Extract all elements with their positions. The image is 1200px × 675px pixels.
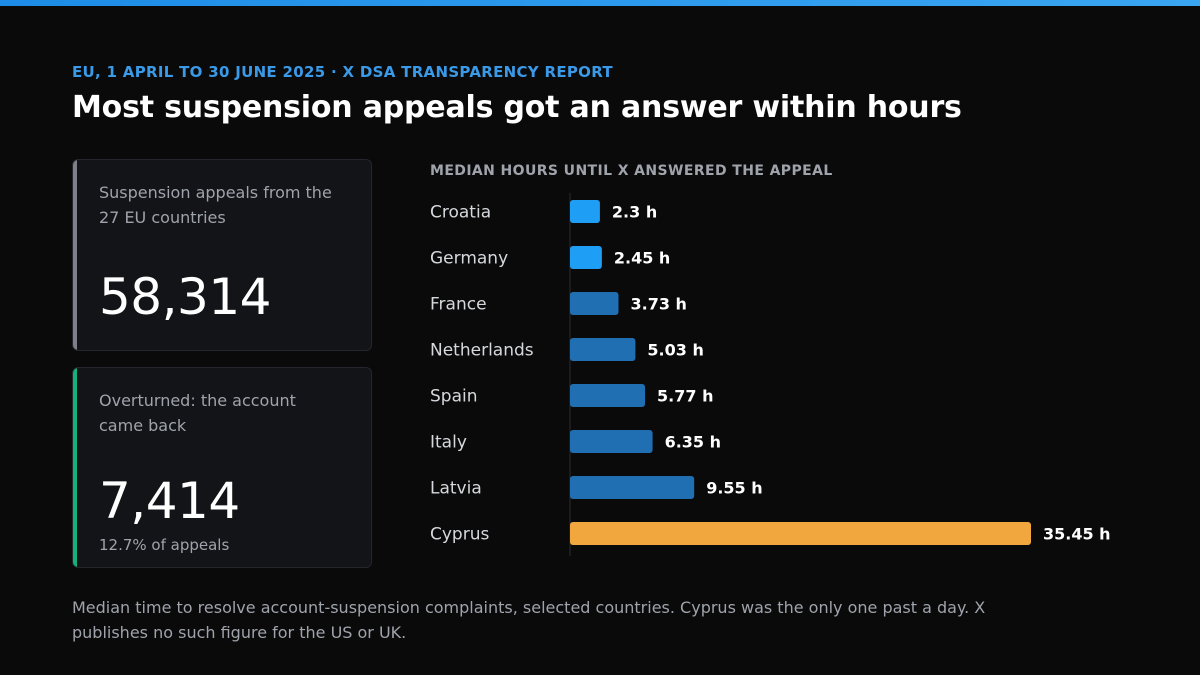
card-accent-bar (73, 160, 77, 350)
value-label: 9.55 h (706, 479, 762, 498)
stat-label: Overturned: the account came back (99, 391, 296, 435)
bar-france (570, 292, 619, 315)
category-label: France (430, 295, 487, 315)
category-label: Latvia (430, 479, 482, 499)
value-label: 5.77 h (657, 387, 713, 406)
value-label: 2.45 h (614, 249, 670, 268)
value-label: 6.35 h (665, 433, 721, 452)
bar-latvia (570, 476, 695, 499)
bar-spain (570, 384, 646, 407)
value-label: 5.03 h (647, 341, 703, 360)
stat-card-appeals: Suspension appeals from the 27 EU countr… (72, 159, 372, 351)
top-accent-bar (0, 0, 1200, 6)
card-accent-bar (73, 368, 77, 567)
chart-title: MEDIAN HOURS UNTIL X ANSWERED THE APPEAL (430, 163, 833, 179)
bar-croatia (570, 200, 600, 223)
category-label: Spain (430, 387, 478, 407)
kicker: EU, 1 APRIL TO 30 JUNE 2025 · X DSA TRAN… (72, 63, 613, 81)
page-title: Most suspension appeals got an answer wi… (72, 90, 962, 125)
bar-netherlands (570, 338, 636, 361)
value-label: 2.3 h (612, 203, 657, 222)
value-label: 3.73 h (631, 295, 687, 314)
category-label: Netherlands (430, 341, 534, 361)
bar-germany (570, 246, 602, 269)
stat-subtext: 12.7% of appeals (99, 536, 230, 554)
value-label: 35.45 h (1043, 525, 1111, 544)
category-label: Germany (430, 249, 508, 269)
stat-value: 58,314 (99, 268, 271, 326)
category-label: Cyprus (430, 525, 489, 545)
category-label: Croatia (430, 203, 491, 223)
stat-label: Suspension appeals from the 27 EU countr… (99, 183, 332, 227)
bar-italy (570, 430, 653, 453)
category-label: Italy (430, 433, 467, 453)
chart-bars: Croatia 2.3 h Germany 2.45 h France 3.73 h Net… (430, 200, 1111, 545)
footnote: Median time to resolve account-suspensio… (72, 598, 986, 642)
bar-cyprus (570, 522, 1031, 545)
stat-value: 7,414 (99, 472, 240, 530)
stat-card-overturned: Overturned: the account came back 7,414 … (72, 367, 372, 568)
